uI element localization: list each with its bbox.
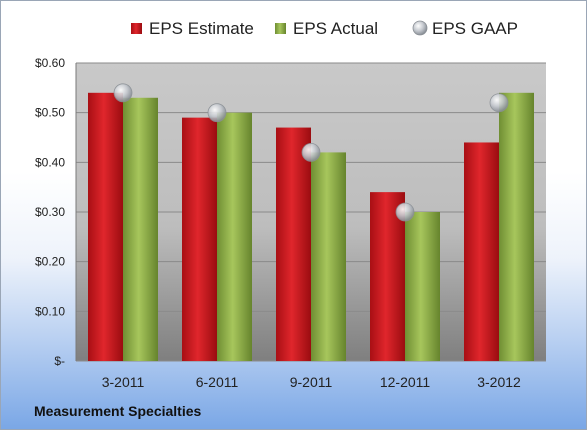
eps-gaap-marker <box>207 103 227 123</box>
eps-estimate-bar <box>182 117 217 361</box>
y-tick-label: $0.50 <box>35 106 65 120</box>
eps-gaap-marker <box>301 142 321 162</box>
eps-estimate-bar <box>276 127 311 361</box>
y-tick-label: $0.40 <box>35 155 65 169</box>
legend-swatch <box>131 23 142 34</box>
eps-gaap-marker <box>395 202 415 222</box>
y-tick-label: $- <box>54 354 65 368</box>
legend-swatch <box>412 20 428 36</box>
eps-gaap-marker <box>113 83 133 103</box>
eps-gaap-marker <box>489 93 509 113</box>
company-name: Measurement Specialties <box>34 403 202 419</box>
eps-estimate-bar <box>370 192 405 361</box>
legend-swatch <box>275 23 286 34</box>
eps-actual-bar <box>311 152 346 361</box>
legend-label: EPS Actual <box>293 19 378 38</box>
eps-estimate-bar <box>464 142 499 361</box>
eps-actual-bar <box>123 97 158 362</box>
x-tick-label: 6-2011 <box>196 374 239 390</box>
y-tick-label: $0.10 <box>35 304 65 318</box>
legend-label: EPS GAAP <box>432 19 518 38</box>
eps-actual-bar <box>217 112 252 362</box>
x-tick-label: 12-2011 <box>380 374 431 390</box>
legend-label: EPS Estimate <box>149 19 254 38</box>
x-tick-label: 9-2011 <box>290 374 333 390</box>
x-tick-label: 3-2011 <box>102 374 145 390</box>
eps-actual-bar <box>499 92 534 362</box>
y-tick-label: $0.60 <box>35 56 65 70</box>
y-tick-label: $0.20 <box>35 255 65 269</box>
plot-area: $- $0.10 $0.20 $0.30 $0.40 $0.50 $0.60 3-2011 6-… <box>35 56 546 390</box>
x-tick-label: 3-2012 <box>477 374 521 390</box>
eps-estimate-bar <box>88 92 123 362</box>
legend: EPS Estimate EPS Actual EPS GAAP <box>131 19 518 38</box>
y-tick-label: $0.30 <box>35 205 65 219</box>
eps-actual-bar <box>405 212 440 361</box>
